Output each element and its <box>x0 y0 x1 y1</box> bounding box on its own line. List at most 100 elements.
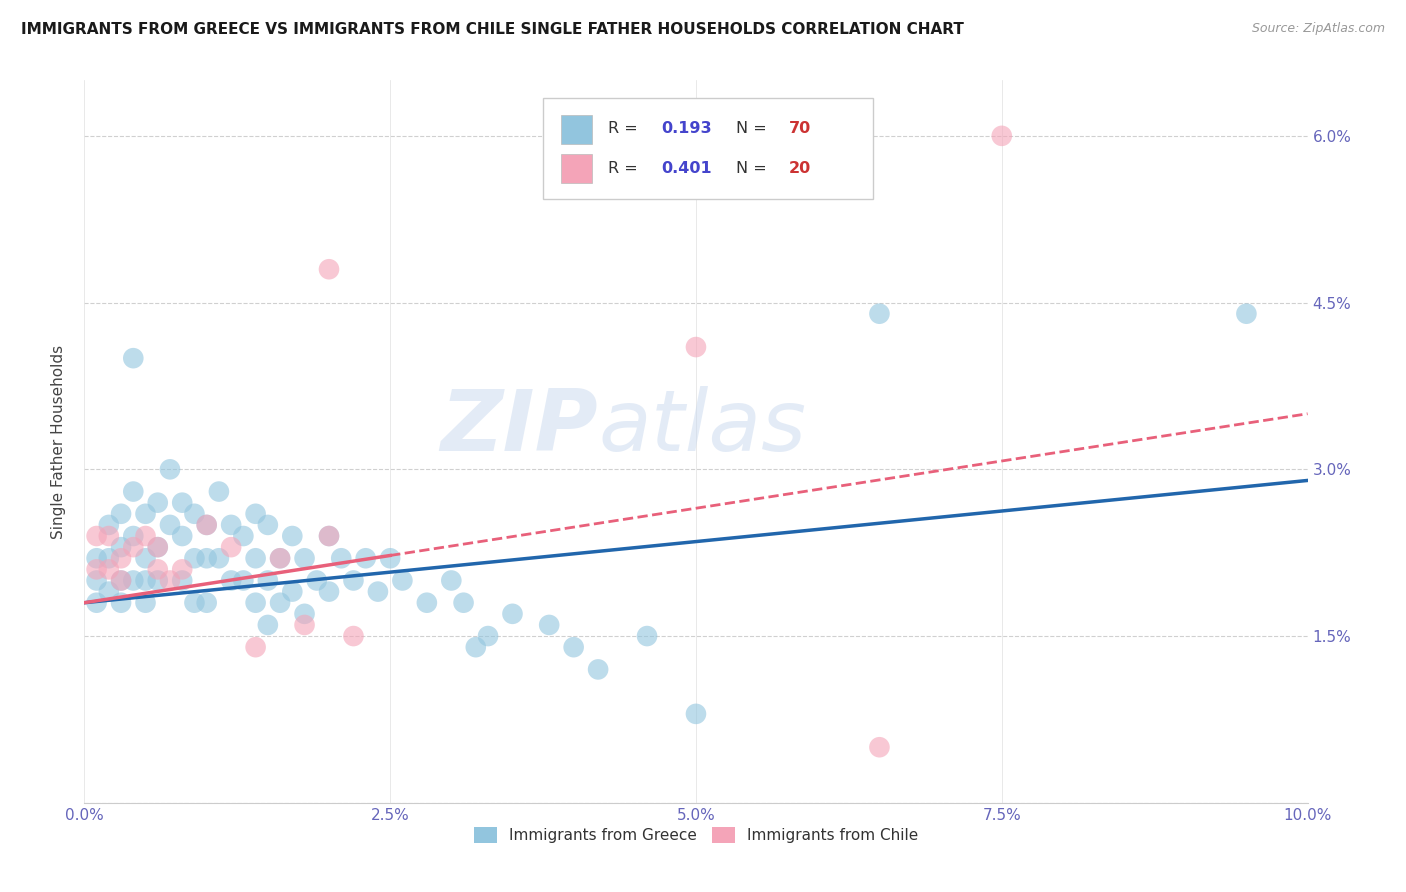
Point <box>172 529 194 543</box>
Point <box>869 307 891 321</box>
Point <box>86 574 108 588</box>
Point <box>318 584 340 599</box>
Point <box>110 551 132 566</box>
Point <box>586 662 609 676</box>
Point <box>257 574 280 588</box>
Text: atlas: atlas <box>598 385 806 468</box>
Point <box>538 618 561 632</box>
Text: N =: N = <box>737 121 772 136</box>
Text: 70: 70 <box>789 121 811 136</box>
Point <box>122 351 145 366</box>
Text: 0.401: 0.401 <box>662 161 713 176</box>
Point <box>97 551 120 566</box>
Point <box>869 740 891 755</box>
Text: IMMIGRANTS FROM GREECE VS IMMIGRANTS FROM CHILE SINGLE FATHER HOUSEHOLDS CORRELA: IMMIGRANTS FROM GREECE VS IMMIGRANTS FRO… <box>21 22 965 37</box>
Point <box>135 551 157 566</box>
Point <box>562 640 585 655</box>
Point <box>305 574 328 588</box>
Point <box>195 517 218 532</box>
Point <box>110 596 132 610</box>
Point <box>97 529 120 543</box>
Point <box>391 574 413 588</box>
FancyBboxPatch shape <box>543 98 873 200</box>
Point <box>269 596 291 610</box>
Point <box>146 540 169 554</box>
Point <box>1236 307 1258 321</box>
FancyBboxPatch shape <box>561 154 592 183</box>
Point <box>294 618 316 632</box>
Point <box>122 484 145 499</box>
Point <box>86 529 108 543</box>
Point <box>172 562 194 576</box>
Point <box>281 529 304 543</box>
Point <box>122 574 145 588</box>
Point <box>172 574 194 588</box>
Point <box>269 551 291 566</box>
Point <box>219 574 242 588</box>
Point <box>380 551 402 566</box>
Point <box>318 529 340 543</box>
FancyBboxPatch shape <box>561 115 592 144</box>
Point <box>110 574 132 588</box>
Point <box>110 574 132 588</box>
Point <box>159 517 181 532</box>
Point <box>195 596 218 610</box>
Point <box>97 517 120 532</box>
Point <box>135 574 157 588</box>
Point <box>354 551 377 566</box>
Text: ZIP: ZIP <box>440 385 598 468</box>
Point <box>342 574 364 588</box>
Point <box>245 551 267 566</box>
Point <box>146 540 169 554</box>
Point <box>294 607 316 621</box>
Point <box>208 551 231 566</box>
Text: 20: 20 <box>789 161 811 176</box>
Text: R =: R = <box>607 121 643 136</box>
Point <box>636 629 658 643</box>
Point <box>195 517 218 532</box>
Point <box>294 551 316 566</box>
Y-axis label: Single Father Households: Single Father Households <box>51 344 66 539</box>
Point <box>135 596 157 610</box>
Text: 0.193: 0.193 <box>662 121 713 136</box>
Point <box>135 507 157 521</box>
Point <box>110 507 132 521</box>
Point <box>146 574 169 588</box>
Text: N =: N = <box>737 161 772 176</box>
Point <box>440 574 463 588</box>
Point <box>367 584 389 599</box>
Point <box>232 574 254 588</box>
Point <box>146 562 169 576</box>
Point <box>245 640 267 655</box>
Point <box>257 517 280 532</box>
Legend: Immigrants from Greece, Immigrants from Chile: Immigrants from Greece, Immigrants from … <box>468 822 924 849</box>
Text: R =: R = <box>607 161 643 176</box>
Point <box>183 551 205 566</box>
Point <box>281 584 304 599</box>
Point <box>208 484 231 499</box>
Point <box>269 551 291 566</box>
Point <box>86 596 108 610</box>
Point <box>464 640 486 655</box>
Point <box>219 517 242 532</box>
Point <box>159 574 181 588</box>
Point <box>416 596 439 610</box>
Point <box>122 540 145 554</box>
Point <box>245 507 267 521</box>
Point <box>232 529 254 543</box>
Point <box>502 607 524 621</box>
Point <box>257 618 280 632</box>
Point <box>685 706 707 721</box>
Point <box>86 562 108 576</box>
Point <box>172 496 194 510</box>
Point <box>97 584 120 599</box>
Point <box>453 596 475 610</box>
Point <box>342 629 364 643</box>
Point <box>477 629 499 643</box>
Point <box>183 596 205 610</box>
Point <box>122 529 145 543</box>
Point <box>245 596 267 610</box>
Point <box>135 529 157 543</box>
Point <box>183 507 205 521</box>
Point <box>318 529 340 543</box>
